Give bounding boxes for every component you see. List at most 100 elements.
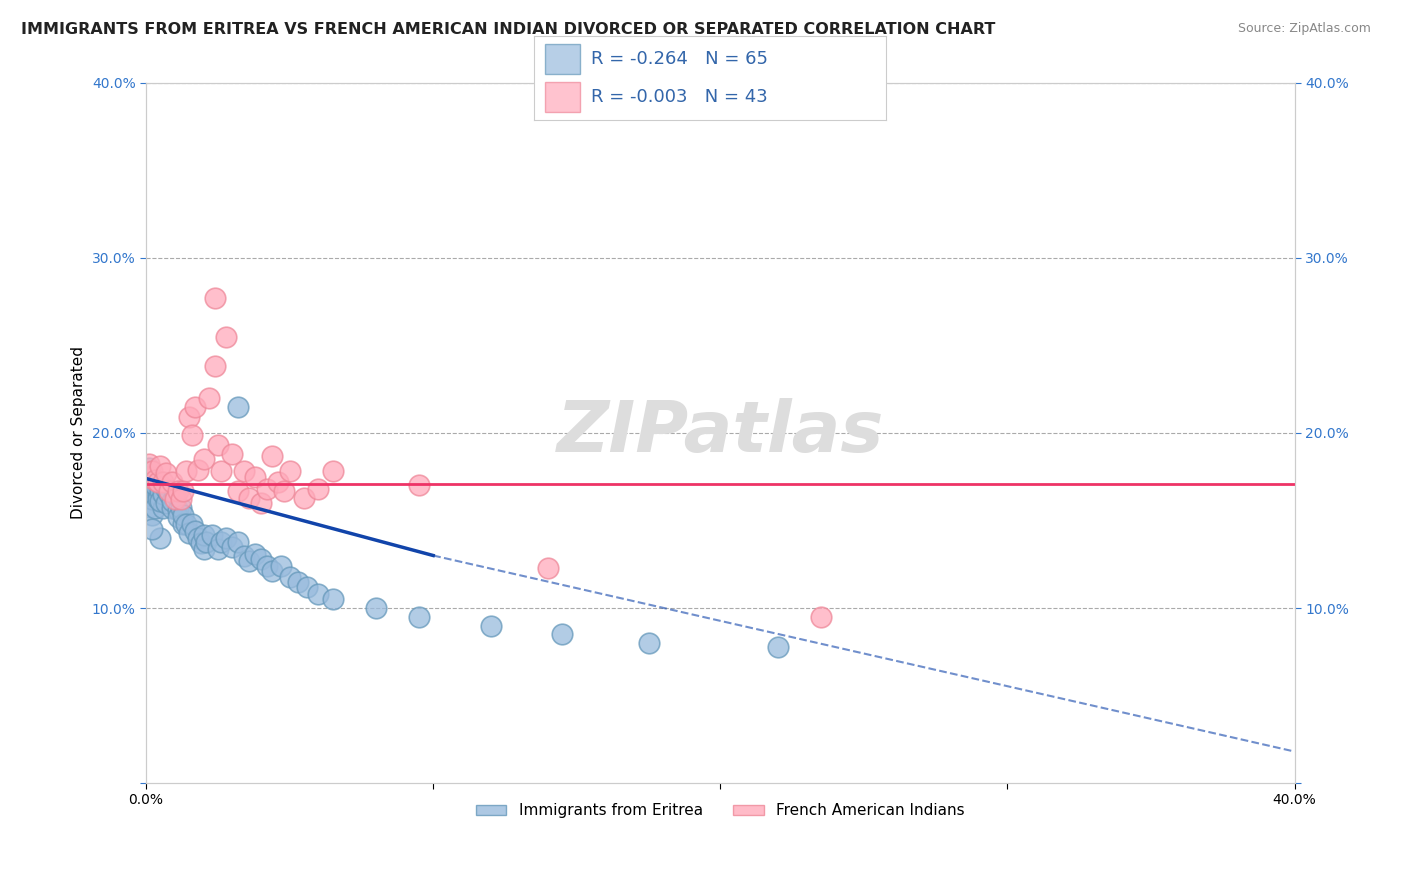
Legend: Immigrants from Eritrea, French American Indians: Immigrants from Eritrea, French American…: [470, 797, 972, 824]
Point: [278, 465, 301, 479]
Point: [157, 487, 180, 501]
Point: [146, 487, 169, 501]
Point: [408, 478, 430, 492]
Point: [207, 438, 229, 452]
Point: [245, 469, 267, 483]
Point: [287, 574, 309, 589]
Point: [152, 475, 174, 489]
Point: [198, 391, 221, 405]
Point: [238, 554, 260, 568]
Point: [226, 483, 249, 498]
Point: [479, 618, 502, 632]
Point: [181, 516, 204, 531]
Point: [155, 467, 177, 481]
Point: [174, 465, 197, 479]
Point: [163, 487, 186, 501]
Point: [155, 496, 177, 510]
FancyBboxPatch shape: [544, 82, 581, 112]
Point: [138, 491, 160, 505]
Point: [169, 492, 191, 507]
Point: [256, 559, 278, 574]
Point: [273, 483, 295, 498]
Text: ZIPatlas: ZIPatlas: [557, 399, 884, 467]
Text: Source: ZipAtlas.com: Source: ZipAtlas.com: [1237, 22, 1371, 36]
Point: [149, 459, 172, 474]
Point: [138, 461, 160, 475]
Point: [190, 536, 212, 550]
Point: [143, 473, 166, 487]
Point: [141, 469, 163, 483]
Point: [169, 501, 191, 516]
Point: [256, 482, 278, 496]
Point: [152, 487, 174, 501]
Point: [262, 564, 284, 578]
Point: [187, 531, 209, 545]
FancyBboxPatch shape: [544, 44, 581, 74]
Point: [322, 465, 344, 479]
Point: [278, 569, 301, 583]
Point: [215, 329, 238, 343]
Point: [143, 478, 166, 492]
Point: [537, 561, 560, 575]
Point: [155, 482, 177, 496]
Point: [138, 469, 160, 483]
Point: [201, 527, 224, 541]
Point: [204, 359, 226, 374]
Point: [141, 508, 163, 523]
Point: [174, 516, 197, 531]
Point: [232, 465, 254, 479]
Point: [138, 482, 160, 496]
Point: [193, 541, 215, 556]
Point: [295, 580, 318, 594]
Point: [270, 559, 292, 574]
Point: [221, 540, 243, 554]
Point: [149, 531, 172, 545]
Point: [209, 465, 232, 479]
Point: [141, 522, 163, 536]
Point: [364, 601, 387, 615]
Point: [149, 494, 172, 508]
Point: [166, 503, 188, 517]
Point: [226, 400, 249, 414]
Point: [238, 491, 260, 505]
Point: [184, 524, 207, 538]
Point: [181, 427, 204, 442]
Point: [166, 510, 188, 524]
Point: [138, 458, 160, 472]
Point: [209, 534, 232, 549]
Point: [408, 609, 430, 624]
Point: [766, 640, 789, 654]
Point: [160, 475, 183, 489]
Point: [221, 447, 243, 461]
Point: [307, 482, 329, 496]
Point: [184, 400, 207, 414]
Point: [141, 465, 163, 479]
Point: [207, 541, 229, 556]
Point: [187, 463, 209, 477]
Point: [193, 527, 215, 541]
Point: [152, 501, 174, 516]
Point: [172, 516, 194, 531]
Point: [193, 452, 215, 467]
Point: [810, 609, 832, 624]
Point: [146, 492, 169, 507]
Point: [232, 549, 254, 563]
Point: [160, 501, 183, 516]
Point: [215, 531, 238, 545]
Point: [307, 587, 329, 601]
Point: [172, 483, 194, 498]
Point: [204, 291, 226, 305]
Point: [551, 627, 574, 641]
Point: [143, 475, 166, 489]
Point: [146, 475, 169, 489]
Text: R = -0.264   N = 65: R = -0.264 N = 65: [591, 50, 768, 68]
Point: [322, 592, 344, 607]
Point: [149, 483, 172, 498]
Point: [143, 501, 166, 516]
Y-axis label: Divorced or Separated: Divorced or Separated: [72, 346, 86, 519]
Point: [138, 478, 160, 492]
Point: [195, 534, 218, 549]
Point: [179, 525, 201, 540]
Point: [226, 534, 249, 549]
Point: [267, 475, 290, 489]
